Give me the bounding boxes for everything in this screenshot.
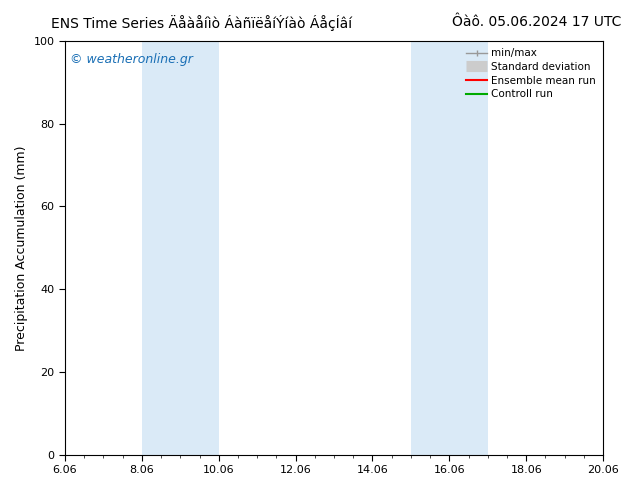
Text: Ôàô. 05.06.2024 17 UTC: Ôàô. 05.06.2024 17 UTC [452,15,621,29]
Text: © weatheronline.gr: © weatheronline.gr [70,53,193,67]
Y-axis label: Precipitation Accumulation (mm): Precipitation Accumulation (mm) [15,145,28,350]
Bar [142,41,219,455]
Text: ENS Time Series Äåàåíìò ÁàñïëåíÝíàò ÁåçÍâí: ENS Time Series Äåàåíìò ÁàñïëåíÝíàò ÁåçÍ… [51,15,352,31]
Bar [411,41,488,455]
Legend: min/max, Standard deviation, Ensemble mean run, Controll run: min/max, Standard deviation, Ensemble me… [464,46,598,101]
